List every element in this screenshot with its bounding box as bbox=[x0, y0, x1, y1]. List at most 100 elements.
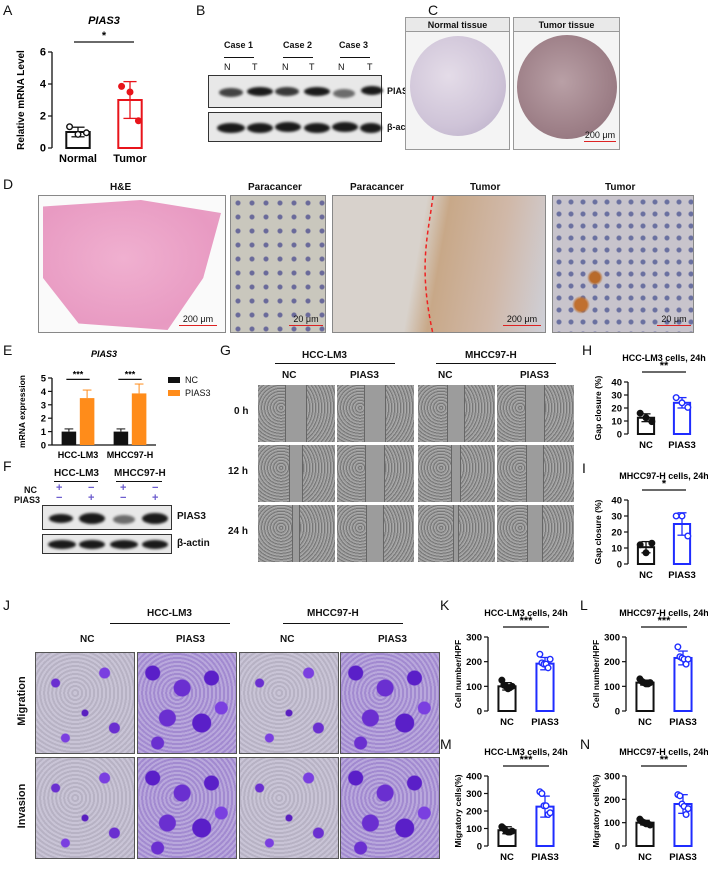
y-tick-label: 100 bbox=[466, 824, 482, 835]
data-point bbox=[546, 809, 554, 817]
panel-label-d: D bbox=[3, 176, 14, 192]
case-label: Case 2 bbox=[283, 40, 313, 50]
tumor-tissue-title: Tumor tissue bbox=[514, 18, 619, 32]
y-tick-label: 0 bbox=[41, 441, 46, 452]
data-point bbox=[646, 679, 654, 687]
y-tick-label: 1 bbox=[41, 427, 47, 438]
y-tick-label: 5 bbox=[41, 374, 47, 385]
wound-image bbox=[258, 445, 335, 502]
x-tick-label: MHCC97-H bbox=[107, 450, 154, 460]
sign: − bbox=[152, 482, 159, 494]
chart-l: MHCC97-H cells, 24h Cell number/HPF 0 100 20… bbox=[586, 607, 708, 729]
data-point bbox=[134, 117, 142, 125]
data-point bbox=[508, 682, 516, 690]
transwell-image bbox=[239, 652, 339, 754]
condition-label: PIAS3 bbox=[350, 370, 379, 381]
wound-image bbox=[337, 385, 414, 442]
panel-label-f: F bbox=[3, 458, 12, 474]
y-tick-label: 100 bbox=[604, 818, 620, 829]
chart-title: HCC-LM3 cells, 24h bbox=[622, 353, 706, 363]
significance-marker: *** bbox=[658, 615, 672, 627]
significance-marker: *** bbox=[73, 369, 84, 379]
lane-label: T bbox=[309, 62, 315, 72]
x-tick-label: NC bbox=[638, 717, 652, 728]
case-label: Case 3 bbox=[339, 40, 369, 50]
condition-label: NC bbox=[282, 370, 297, 381]
y-axis-label: Cell number/HPF bbox=[591, 640, 601, 708]
chart-svg: PIAS3 mRNA expression 0 1 2 3 4 5 *** HCC-LM3 *** M… bbox=[17, 349, 156, 460]
condition-label: NC bbox=[80, 634, 95, 645]
tumor-boundary-line bbox=[424, 196, 434, 332]
bar-nc bbox=[113, 431, 129, 445]
panel-label-l: L bbox=[580, 597, 588, 613]
chart-title: HCC-LM3 cells, 24h bbox=[484, 747, 568, 757]
y-axis-label: Relative mRNA Level bbox=[16, 50, 27, 150]
lane-label: T bbox=[367, 62, 373, 72]
x-tick-label: HCC-LM3 bbox=[58, 450, 99, 460]
protein-label: PIAS3 bbox=[387, 86, 414, 96]
data-point bbox=[672, 512, 680, 520]
data-point bbox=[682, 810, 690, 818]
data-point bbox=[82, 129, 90, 137]
data-point bbox=[674, 643, 682, 651]
y-tick-label: 300 bbox=[604, 772, 620, 783]
data-point bbox=[544, 664, 552, 672]
chart-svg: HCC-LM3 cells, 24h Cell number/HPF 0 100 200… bbox=[453, 608, 568, 728]
blot-beta-actin bbox=[208, 112, 382, 142]
y-tick-label: 30 bbox=[611, 391, 622, 402]
transwell-image bbox=[137, 757, 237, 859]
data-point bbox=[684, 655, 692, 663]
y-tick-label: 0 bbox=[40, 143, 46, 155]
panel-label-h: H bbox=[582, 342, 593, 358]
wound-image bbox=[497, 445, 574, 502]
chart-m: HCC-LM3 cells, 24h Migratory cells(%) 0 100… bbox=[448, 746, 570, 864]
transwell-image bbox=[239, 757, 339, 859]
legend-item-pias3: PIAS3 bbox=[168, 388, 211, 398]
panel-label-a: A bbox=[3, 2, 13, 18]
time-label: 0 h bbox=[234, 406, 249, 417]
significance-marker: * bbox=[662, 478, 667, 490]
y-tick-label: 0 bbox=[615, 707, 620, 718]
wound-image bbox=[497, 385, 574, 442]
bar-pias3 bbox=[131, 393, 147, 445]
y-tick-label: 2 bbox=[40, 111, 46, 123]
data-point bbox=[678, 512, 686, 520]
legend-swatch-pias3 bbox=[168, 390, 180, 396]
row-label-migration: Migration bbox=[16, 676, 28, 726]
group-label: HCC-LM3 bbox=[54, 468, 99, 479]
x-tick-label: NC bbox=[638, 852, 652, 863]
chart-k: HCC-LM3 cells, 24h Cell number/HPF 0 100 200… bbox=[448, 607, 570, 729]
x-tick-label: PIAS3 bbox=[531, 852, 558, 863]
y-tick-label: 200 bbox=[466, 657, 482, 668]
chart-title: HCC-LM3 cells, 24h bbox=[484, 608, 568, 618]
panel-label-i: I bbox=[582, 460, 586, 476]
chart-title: MHCC97-H cells, 24h bbox=[619, 608, 708, 618]
y-tick-label: 6 bbox=[40, 47, 46, 59]
panel-label-b: B bbox=[196, 2, 206, 18]
chart-title: MHCC97-H cells, 24h bbox=[619, 747, 708, 757]
wound-image bbox=[418, 385, 495, 442]
image-title: Tumor bbox=[605, 182, 636, 193]
data-point bbox=[672, 394, 680, 402]
x-tick-label: PIAS3 bbox=[531, 717, 558, 728]
transwell-image bbox=[340, 652, 440, 754]
image-title: Tumor bbox=[470, 182, 501, 193]
protein-label: PIAS3 bbox=[177, 511, 206, 522]
y-tick-label: 100 bbox=[466, 682, 482, 693]
chart-svg: MHCC97-H cells, 24h Gap closure (%) 0 10 20 3… bbox=[593, 471, 708, 581]
chart-svg: PIAS3 Relative mRNA Level 0 2 4 6 Normal Tumor * bbox=[16, 15, 147, 165]
legend-swatch-nc bbox=[168, 377, 180, 383]
y-tick-label: 0 bbox=[617, 560, 622, 571]
significance-marker: *** bbox=[520, 754, 534, 766]
x-tick-label: NC bbox=[639, 440, 653, 451]
sign: + bbox=[152, 492, 159, 504]
y-tick-label: 4 bbox=[41, 387, 47, 398]
lane-label: T bbox=[252, 62, 258, 72]
panel-label-c: C bbox=[428, 2, 439, 18]
y-tick-label: 20 bbox=[611, 404, 622, 415]
chart-svg: MHCC97-H cells, 24h Migratory cells(%) 0 10… bbox=[591, 747, 708, 863]
y-tick-label: 200 bbox=[604, 657, 620, 668]
wound-image bbox=[418, 505, 495, 562]
tumor-image: 20 μm bbox=[552, 195, 694, 333]
significance-marker: *** bbox=[125, 369, 136, 379]
